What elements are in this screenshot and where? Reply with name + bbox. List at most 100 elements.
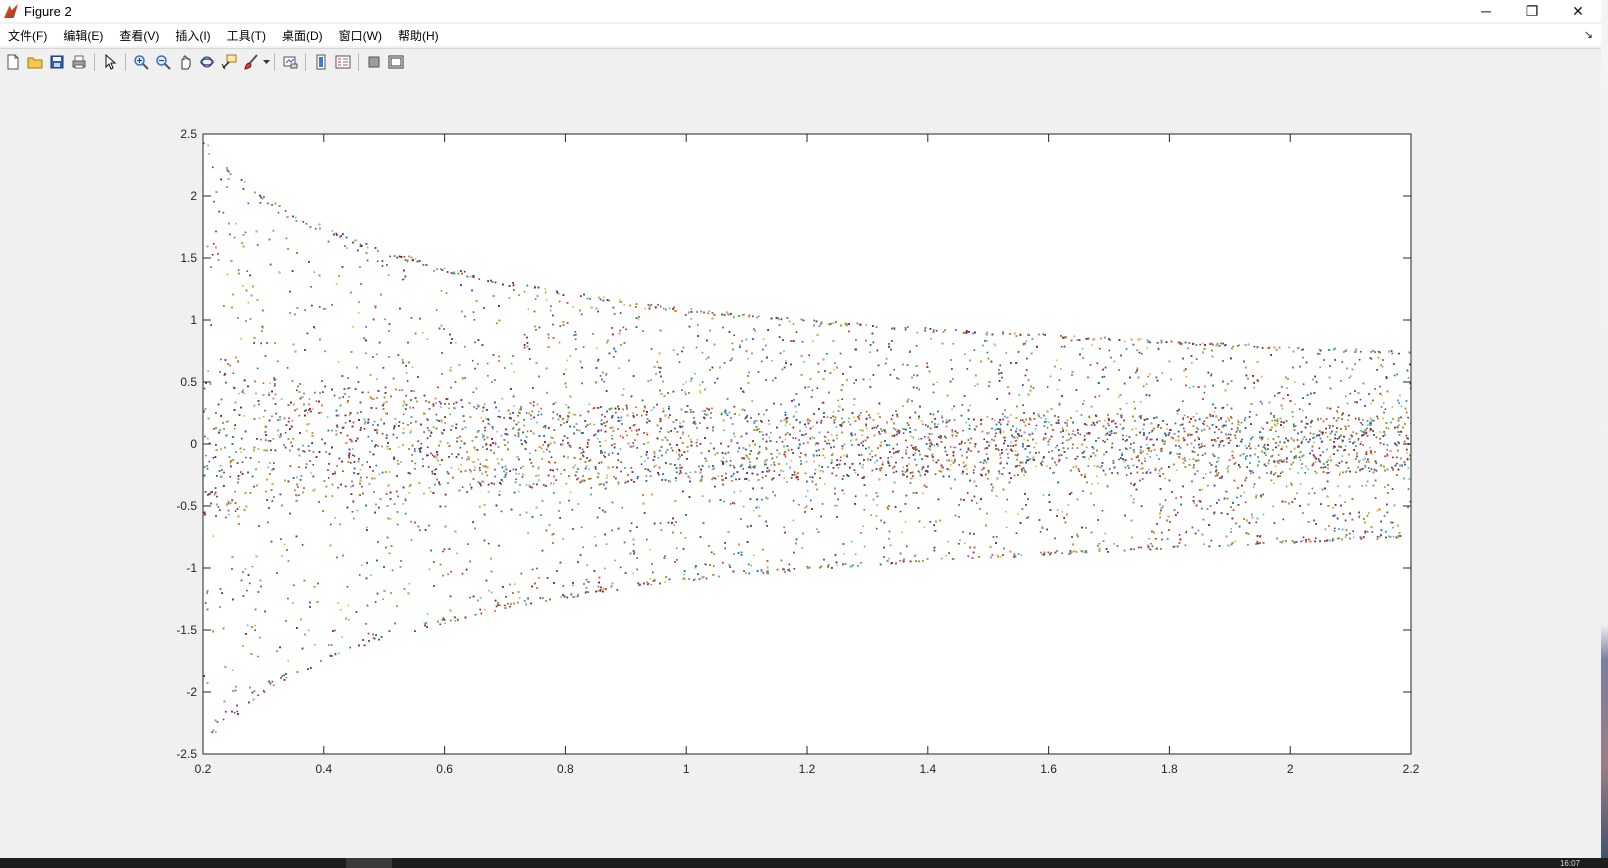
scatter-point xyxy=(1108,349,1111,352)
scatter-point xyxy=(1184,459,1187,462)
scatter-point xyxy=(953,446,955,449)
scatter-point xyxy=(1207,484,1209,487)
restore-button[interactable]: ❐ xyxy=(1509,0,1555,22)
scatter-point xyxy=(1315,461,1317,463)
scatter-point xyxy=(283,674,285,677)
scatter-point xyxy=(710,551,713,554)
scatter-point xyxy=(528,412,530,415)
menu-window[interactable]: 窗口(W) xyxy=(331,27,390,44)
scatter-point xyxy=(1376,415,1378,418)
scatter-point xyxy=(689,477,691,479)
colorbar-icon[interactable] xyxy=(311,52,331,72)
scatter-plot[interactable]: 0.2 0.4 0.6 0.8 1 1.2 1.4 1.6 1.8 2 2.2 -2.5-2-1.5… xyxy=(0,76,1558,838)
scatter-point xyxy=(1118,458,1120,461)
scatter-point xyxy=(1065,429,1068,432)
scatter-point xyxy=(836,437,838,440)
scatter-point xyxy=(348,396,350,398)
scatter-point xyxy=(962,429,964,432)
scatter-point xyxy=(640,455,643,458)
scatter-point xyxy=(676,559,678,561)
data-cursor-icon[interactable] xyxy=(219,52,239,72)
scatter-point xyxy=(517,435,520,438)
scatter-point xyxy=(388,552,391,555)
scatter-point xyxy=(1328,472,1330,474)
close-button[interactable]: ✕ xyxy=(1555,0,1601,22)
scatter-point xyxy=(453,402,455,405)
scatter-point xyxy=(1206,416,1209,419)
zoom-in-icon[interactable] xyxy=(131,52,151,72)
menu-view[interactable]: 查看(V) xyxy=(111,27,167,44)
scatter-point xyxy=(863,545,866,548)
scatter-point xyxy=(478,278,481,280)
zoom-out-icon[interactable] xyxy=(153,52,173,72)
scatter-point xyxy=(885,357,888,360)
menu-desktop[interactable]: 桌面(D) xyxy=(274,27,331,44)
scatter-point xyxy=(667,480,670,482)
scatter-point xyxy=(324,350,326,353)
menu-edit[interactable]: 编辑(E) xyxy=(55,27,111,44)
scatter-point xyxy=(645,414,648,416)
scatter-point xyxy=(711,468,714,471)
print-icon[interactable] xyxy=(69,52,89,72)
scatter-point xyxy=(401,278,404,281)
hide-plot-tools-icon[interactable] xyxy=(364,52,384,72)
scatter-point xyxy=(234,490,236,493)
brush-icon[interactable] xyxy=(241,52,261,72)
pan-hand-icon[interactable] xyxy=(175,52,195,72)
scatter-point xyxy=(1148,548,1151,550)
new-figure-icon[interactable] xyxy=(3,52,23,72)
scatter-point xyxy=(1300,467,1303,469)
save-icon[interactable] xyxy=(47,52,67,72)
select-arrow-icon[interactable] xyxy=(100,52,120,72)
scatter-point xyxy=(1060,345,1063,348)
menu-tools[interactable]: 工具(T) xyxy=(219,27,274,44)
scatter-point xyxy=(531,568,534,571)
scatter-point xyxy=(543,426,545,428)
scatter-point xyxy=(937,423,939,425)
legend-icon[interactable] xyxy=(333,52,353,72)
scatter-point xyxy=(994,419,996,422)
scatter-point xyxy=(467,543,469,545)
scatter-point xyxy=(647,583,649,586)
menu-insert[interactable]: 插入(I) xyxy=(167,27,218,44)
scatter-point xyxy=(1398,424,1400,426)
show-plot-tools-icon[interactable] xyxy=(386,52,406,72)
rotate-3d-icon[interactable] xyxy=(197,52,217,72)
link-plot-icon[interactable] xyxy=(280,52,300,72)
scatter-point xyxy=(446,471,449,473)
scatter-point xyxy=(1002,333,1004,335)
scatter-point xyxy=(1238,445,1240,447)
scatter-point xyxy=(1388,535,1390,537)
scatter-point xyxy=(454,620,457,622)
scatter-point xyxy=(242,645,244,647)
menu-file[interactable]: 文件(F) xyxy=(0,27,55,44)
minimize-button[interactable]: ─ xyxy=(1463,0,1509,22)
scatter-point xyxy=(974,385,977,387)
brush-dropdown-icon[interactable] xyxy=(262,52,270,72)
scatter-point xyxy=(422,332,424,334)
scatter-point xyxy=(1040,417,1042,419)
scatter-point xyxy=(356,509,359,512)
scatter-point xyxy=(209,493,211,495)
scatter-point xyxy=(574,464,576,467)
scatter-point xyxy=(1370,468,1373,470)
scatter-point xyxy=(272,438,275,440)
scatter-point xyxy=(846,453,848,456)
scatter-point xyxy=(938,469,940,472)
scatter-point xyxy=(817,362,820,365)
menu-collapse-icon[interactable]: ↘ xyxy=(1584,28,1593,41)
scatter-point xyxy=(1195,412,1198,415)
scatter-point xyxy=(1135,371,1137,374)
scatter-point xyxy=(1281,407,1284,410)
scatter-point xyxy=(1320,418,1322,420)
scatter-point xyxy=(1302,409,1304,412)
scatter-point xyxy=(843,443,846,446)
scatter-point xyxy=(922,560,924,562)
menu-help[interactable]: 帮助(H) xyxy=(390,27,447,44)
scatter-point xyxy=(729,460,732,462)
scatter-point xyxy=(480,612,483,615)
scatter-point xyxy=(329,523,332,526)
open-file-icon[interactable] xyxy=(25,52,45,72)
scatter-point xyxy=(581,448,584,451)
scatter-point xyxy=(1146,453,1148,455)
